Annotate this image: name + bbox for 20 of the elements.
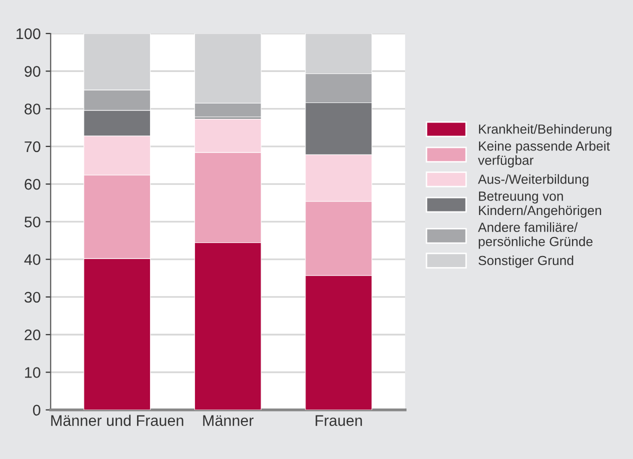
y-tick-label: 0 xyxy=(33,404,40,416)
legend-label: Andere familiäre/ persönliche Gründe xyxy=(478,222,593,249)
x-tick-label: Männer und Frauen xyxy=(51,414,184,426)
legend-label: Sonstiger Grund xyxy=(478,255,574,268)
x-tick-label: Männer xyxy=(203,415,254,426)
y-tick-label: 60 xyxy=(24,178,40,190)
y-tick-label: 20 xyxy=(24,329,40,340)
y-tick-label: 30 xyxy=(24,292,40,303)
legend-label: Keine passende Arbeit verfügbar xyxy=(478,141,610,168)
legend-label: Aus-/Weiterbildung xyxy=(478,174,588,187)
y-tick-label: 40 xyxy=(24,254,40,266)
y-tick-label: 90 xyxy=(24,66,40,77)
y-tick-label: 50 xyxy=(24,216,40,228)
legend-label: Krankheit/Behinderung xyxy=(479,124,612,136)
x-tick-label: Frauen xyxy=(316,415,362,426)
y-tick-label: 100 xyxy=(16,28,40,40)
y-tick-label: 80 xyxy=(24,104,40,114)
legend-label: Betreuung von Kindern/Angehörigen xyxy=(479,192,602,218)
y-tick-label: 10 xyxy=(25,367,40,378)
y-tick-label: 70 xyxy=(24,141,40,152)
